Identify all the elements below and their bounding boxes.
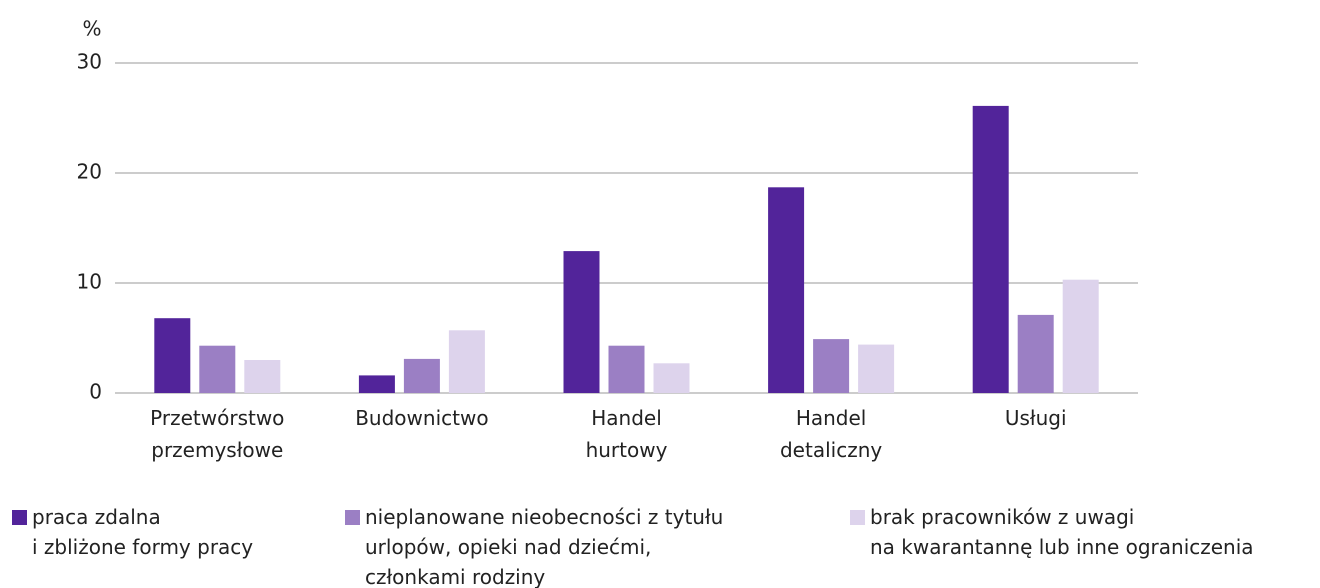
- legend-label: nieplanowane nieobecności z tytułu urlop…: [365, 505, 724, 588]
- bar: [768, 187, 805, 393]
- bar: [653, 363, 690, 393]
- x-tick-label: Handel detaliczny: [779, 406, 883, 462]
- bar: [403, 358, 440, 393]
- y-tick-label: 20: [77, 160, 102, 184]
- bar: [154, 318, 191, 393]
- bar: [972, 105, 1009, 394]
- bar: [199, 345, 236, 393]
- y-tick-label: 0: [89, 380, 102, 404]
- legend-label: brak pracowników z uwagi na kwarantannę …: [870, 505, 1254, 559]
- legend-swatch: [12, 510, 27, 525]
- x-tick-label: Budownictwo: [355, 406, 489, 430]
- legend-swatch: [850, 510, 865, 525]
- bar: [1017, 314, 1054, 393]
- bar: [1062, 279, 1099, 393]
- x-tick-label: Przetwórstwo przemysłowe: [150, 406, 285, 462]
- y-axis-label: %: [82, 17, 101, 41]
- bar: [244, 360, 281, 393]
- x-tick-label: Usługi: [1004, 406, 1067, 430]
- legend-label: praca zdalna i zbliżone formy pracy: [32, 505, 254, 559]
- bar: [608, 345, 645, 393]
- y-tick-label: 30: [77, 50, 102, 74]
- bar: [358, 375, 395, 393]
- x-tick-label: Handel hurtowy: [585, 406, 668, 462]
- bar: [813, 339, 850, 393]
- bar: [448, 330, 485, 393]
- y-tick-label: 10: [77, 270, 102, 294]
- bar: [563, 251, 600, 393]
- bar: [858, 344, 895, 393]
- legend-swatch: [345, 510, 360, 525]
